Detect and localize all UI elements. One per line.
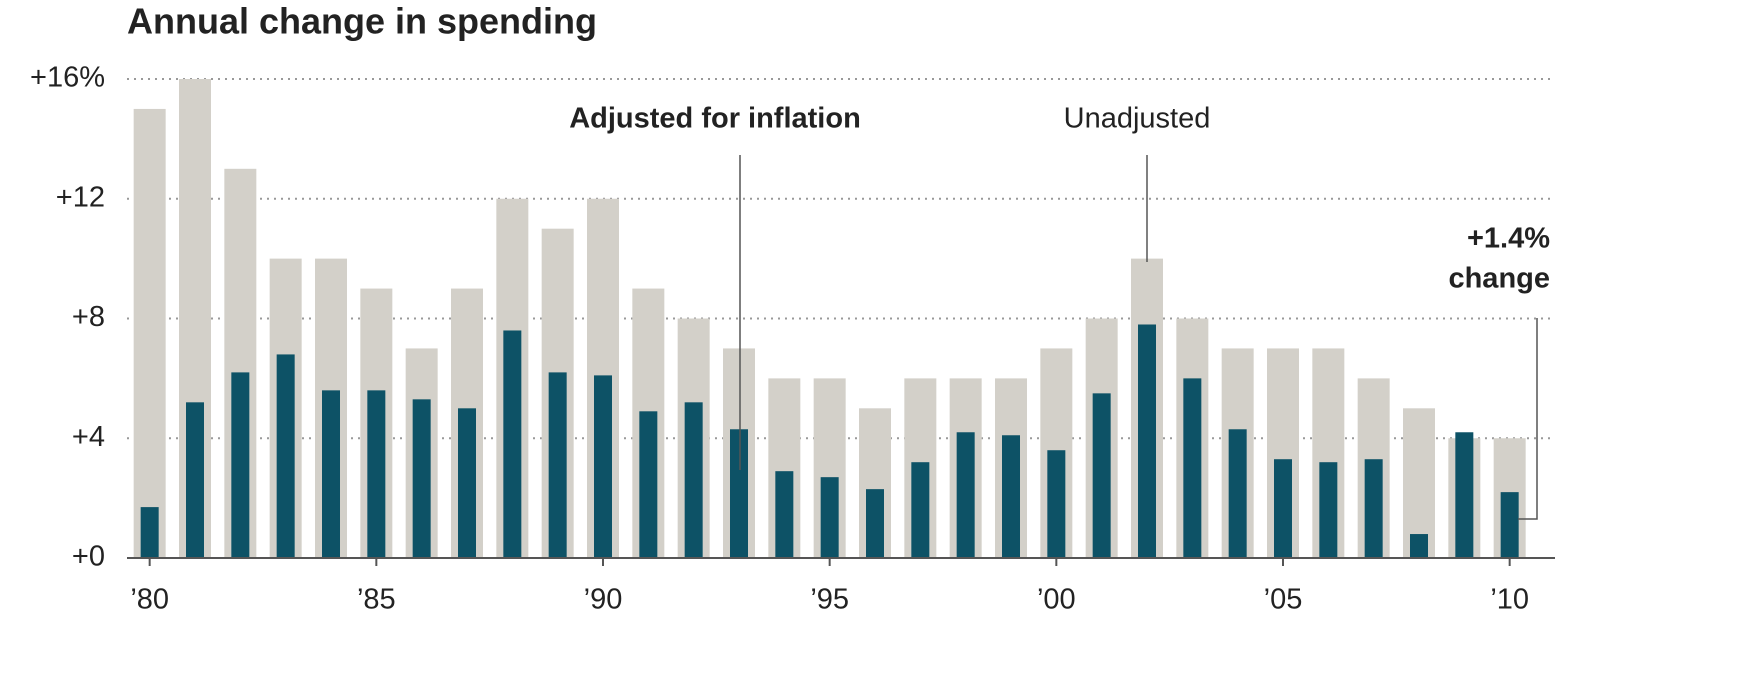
bar <box>133 108 166 558</box>
leader-line <box>1518 318 1538 520</box>
bar <box>548 372 567 558</box>
bar <box>820 477 839 558</box>
bar <box>1410 534 1428 558</box>
bar <box>1138 324 1156 558</box>
bar <box>231 372 250 558</box>
bar <box>503 330 522 558</box>
x-tick-label: ’10 <box>1490 584 1529 616</box>
x-tick-label: ’00 <box>1037 584 1076 616</box>
y-tick-label: +4 <box>72 421 105 453</box>
bar <box>684 402 703 558</box>
bar <box>1364 459 1383 558</box>
chart-title: Annual change in spending <box>127 1 597 42</box>
bar <box>458 408 476 558</box>
y-tick-label: +0 <box>72 541 105 573</box>
x-tick-label: ’80 <box>130 584 169 616</box>
bar <box>1092 393 1111 558</box>
bar <box>775 471 794 558</box>
bar <box>730 429 748 558</box>
series-label: Unadjusted <box>1064 103 1211 135</box>
bar <box>1047 450 1066 558</box>
annotation: +1.4% <box>1467 223 1550 255</box>
bar <box>956 432 975 558</box>
bar <box>1228 429 1247 558</box>
bar <box>1002 435 1020 558</box>
x-tick-label: ’05 <box>1264 584 1303 616</box>
bar <box>866 489 884 558</box>
bar <box>1403 408 1435 558</box>
bar <box>639 411 658 558</box>
series-label: Adjusted for inflation <box>569 103 861 135</box>
bar <box>140 507 159 558</box>
x-tick-label: ’95 <box>810 584 849 616</box>
annotation: change <box>1448 263 1550 295</box>
bar <box>322 390 340 558</box>
bar <box>1455 432 1474 558</box>
bar <box>1183 378 1202 558</box>
bar <box>1500 492 1519 558</box>
y-tick-label: +16% <box>30 62 105 94</box>
bar <box>186 402 204 558</box>
bar <box>1274 459 1292 558</box>
bars <box>133 79 1526 558</box>
y-tick-label: +12 <box>56 181 105 213</box>
y-tick-label: +8 <box>72 301 105 333</box>
bar <box>412 399 431 558</box>
bar <box>276 354 295 558</box>
bar <box>1319 462 1338 558</box>
bar <box>594 375 612 558</box>
x-tick-label: ’85 <box>357 584 396 616</box>
bar <box>367 390 386 558</box>
bar <box>911 462 930 558</box>
x-tick-label: ’90 <box>584 584 623 616</box>
